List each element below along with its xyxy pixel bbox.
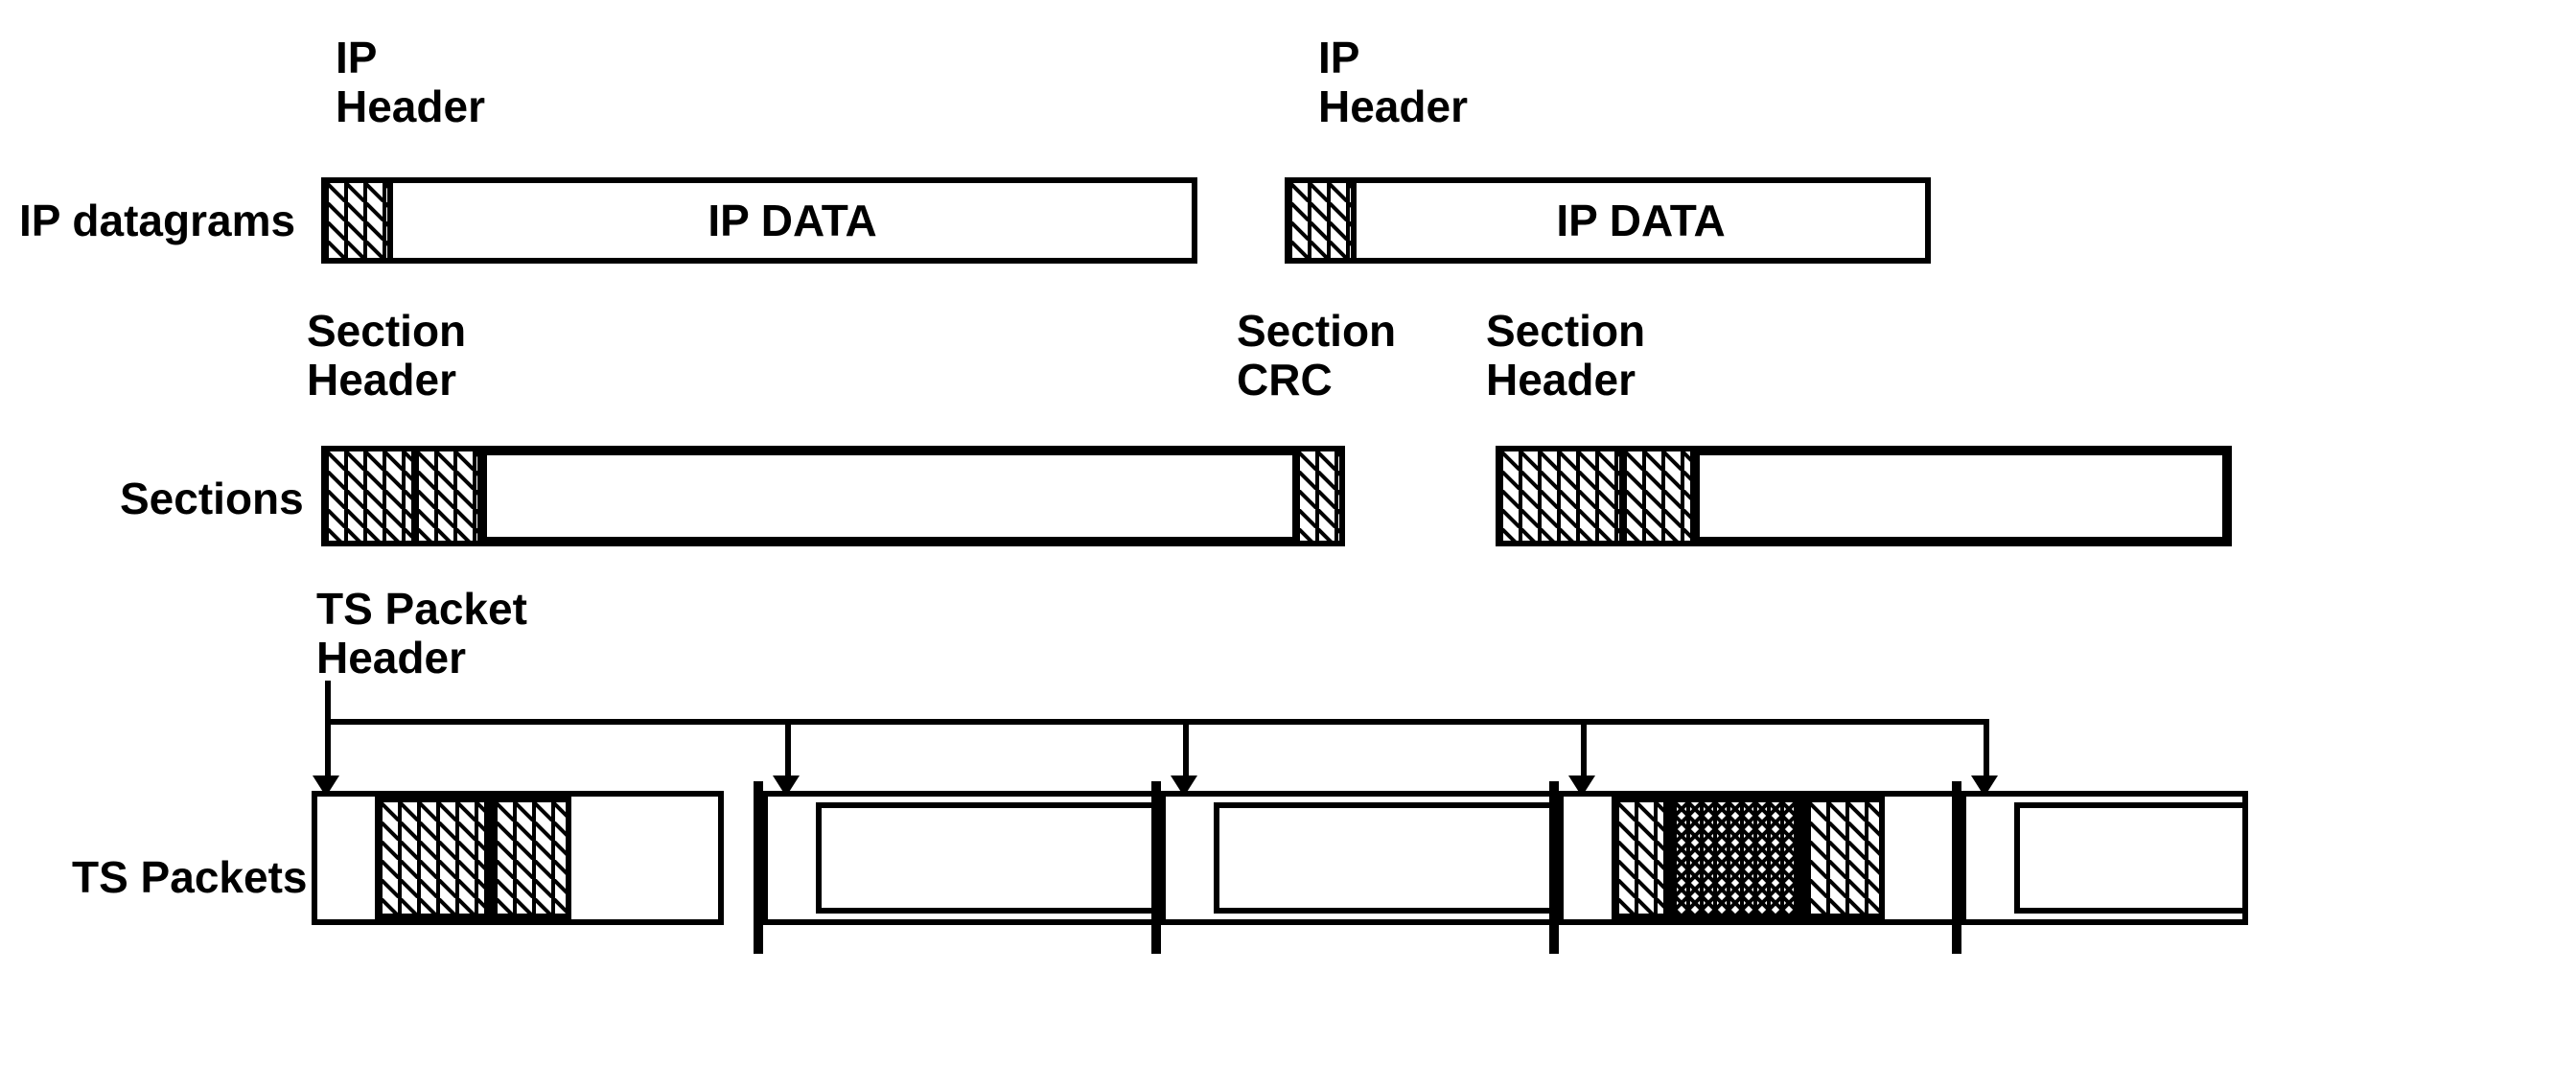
ts-seg-body-4-1 xyxy=(2014,802,2248,914)
ts-header-label: TS PacketHeader xyxy=(316,585,527,682)
ts-seg-body-1-1 xyxy=(816,802,1160,914)
ts-seg-hatch-3-3 xyxy=(1803,797,1885,919)
encapsulation-diagram: IP datagrams IPHeader IP DATA IPHeader IP … xyxy=(19,19,2557,1069)
ip-header-2 xyxy=(1285,177,1357,264)
section-body-1 xyxy=(477,446,1302,546)
ts-divider-tick xyxy=(1151,781,1161,954)
row-label-sections: Sections xyxy=(120,475,304,523)
ts-arrow-drop xyxy=(1984,719,1989,781)
ts-divider-tick xyxy=(1549,781,1559,954)
section-body-2 xyxy=(1690,446,2232,546)
ip-data-1: IP DATA xyxy=(387,177,1197,264)
ts-seg-hatch-0-2 xyxy=(490,797,571,919)
section-h1-1 xyxy=(321,446,417,546)
ts-seg-darkhatch-3-2 xyxy=(1669,797,1803,919)
section-header-label-1: SectionHeader xyxy=(307,307,466,404)
ip-data-label-1: IP DATA xyxy=(393,183,1192,258)
section-crc-label: SectionCRC xyxy=(1237,307,1396,404)
ts-seg-hatch-0-1 xyxy=(375,797,490,919)
section-h2-2 xyxy=(1619,446,1696,546)
ts-arrow-drop xyxy=(325,719,331,781)
section-h2-1 xyxy=(411,446,483,546)
ip-header-label-2: IPHeader xyxy=(1318,34,1468,130)
ip-data-label-2: IP DATA xyxy=(1357,183,1925,258)
ts-divider-tick xyxy=(1952,781,1961,954)
row-label-ts: TS Packets xyxy=(72,853,307,902)
ts-divider-tick xyxy=(754,781,763,954)
section-header-label-2: SectionHeader xyxy=(1486,307,1645,404)
ts-arrow-riser xyxy=(325,681,331,719)
ip-data-2: IP DATA xyxy=(1351,177,1931,264)
row-label-ip: IP datagrams xyxy=(19,197,295,245)
ts-arrow-drop xyxy=(785,719,791,781)
section-h1-2 xyxy=(1496,446,1625,546)
ts-arrow-bar xyxy=(326,719,1984,725)
ts-arrow-drop xyxy=(1581,719,1587,781)
ts-seg-body-2-1 xyxy=(1214,802,1558,914)
ts-arrow-drop xyxy=(1183,719,1189,781)
ip-header-1 xyxy=(321,177,393,264)
ip-header-label-1: IPHeader xyxy=(336,34,485,130)
ts-seg-hatch-3-1 xyxy=(1612,797,1669,919)
section-crc-1 xyxy=(1292,446,1345,546)
